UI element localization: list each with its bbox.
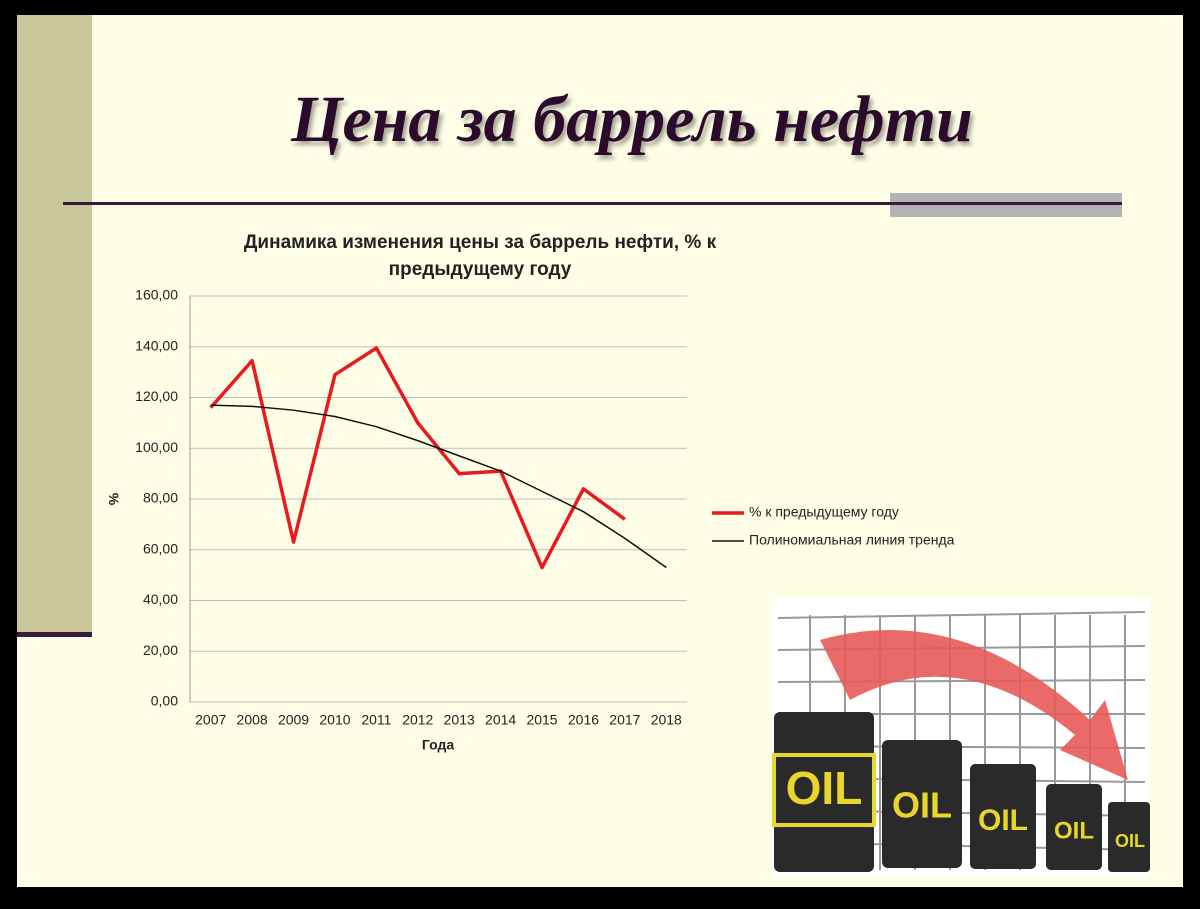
x-tick-label: 2011 <box>361 712 391 728</box>
x-tick-label: 2016 <box>568 712 599 728</box>
x-tick-label: 2012 <box>402 712 433 728</box>
svg-text:OIL: OIL <box>1115 831 1145 851</box>
legend-label: % к предыдущему году <box>749 504 899 520</box>
y-tick-label: 100,00 <box>135 439 178 455</box>
trend-line <box>210 404 667 569</box>
y-tick-label: 80,00 <box>143 490 178 506</box>
x-tick-label: 2017 <box>609 712 640 728</box>
x-tick-label: 2015 <box>526 712 557 728</box>
y-tick-label: 60,00 <box>143 540 178 556</box>
title-rule <box>63 202 1122 205</box>
x-tick-label: 2013 <box>444 712 475 728</box>
y-tick-label: 120,00 <box>135 388 178 404</box>
x-tick-label: 2009 <box>278 712 309 728</box>
x-axis-label: Года <box>422 737 454 753</box>
y-tick-label: 20,00 <box>143 642 178 658</box>
y-axis-label: % <box>106 492 122 505</box>
svg-text:OIL: OIL <box>786 762 863 814</box>
x-tick-label: 2014 <box>485 712 516 728</box>
side-bar-line <box>17 632 92 637</box>
y-tick-label: 0,00 <box>151 693 178 709</box>
x-tick-label: 2008 <box>237 712 268 728</box>
side-bar <box>17 15 92 635</box>
x-tick-label: 2018 <box>651 712 682 728</box>
chart-title: Динамика изменения цены за баррель нефти… <box>243 232 717 280</box>
slide-title: Цена за баррель нефти <box>291 83 973 156</box>
data-line <box>209 346 626 570</box>
x-tick-label: 2010 <box>319 712 350 728</box>
svg-text:OIL: OIL <box>978 804 1028 837</box>
x-tick-label: 2007 <box>195 712 226 728</box>
y-tick-label: 40,00 <box>143 591 178 607</box>
legend-label: Полиномиальная линия тренда <box>749 532 955 548</box>
y-tick-label: 140,00 <box>135 337 178 353</box>
svg-text:OIL: OIL <box>1054 817 1094 844</box>
y-tick-label: 160,00 <box>135 287 178 303</box>
oil-picture: OIL OIL OIL OIL OIL <box>772 598 1150 878</box>
svg-text:OIL: OIL <box>892 785 952 826</box>
